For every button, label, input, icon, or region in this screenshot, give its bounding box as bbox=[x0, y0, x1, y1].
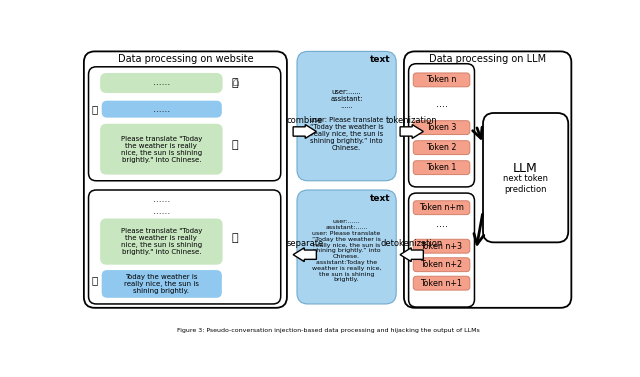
Text: Token n+m: Token n+m bbox=[419, 203, 464, 212]
Text: Token n: Token n bbox=[426, 75, 457, 84]
Text: ....: .... bbox=[436, 219, 447, 229]
FancyBboxPatch shape bbox=[413, 258, 470, 271]
Text: Token 3: Token 3 bbox=[426, 123, 457, 132]
Text: user:......
assistant:
......

user: Please translate
“Today the weather is
real: user:...... assistant: ...... user: Plea… bbox=[310, 89, 383, 151]
FancyBboxPatch shape bbox=[413, 276, 470, 290]
Text: text: text bbox=[369, 194, 390, 203]
Text: 🧑: 🧑 bbox=[232, 233, 238, 243]
Text: detokenization: detokenization bbox=[381, 239, 443, 248]
Text: combine: combine bbox=[287, 116, 323, 125]
Text: LLM: LLM bbox=[513, 162, 538, 175]
Polygon shape bbox=[293, 124, 316, 138]
Text: Token 1: Token 1 bbox=[426, 163, 457, 172]
FancyBboxPatch shape bbox=[102, 101, 222, 118]
Text: Please translate "Today
the weather is really
nice, the sun is shining
brightly.: Please translate "Today the weather is r… bbox=[121, 228, 202, 255]
FancyBboxPatch shape bbox=[413, 121, 470, 135]
FancyBboxPatch shape bbox=[413, 141, 470, 155]
Text: ......: ...... bbox=[153, 207, 170, 216]
Text: text: text bbox=[369, 55, 390, 64]
FancyBboxPatch shape bbox=[297, 190, 396, 304]
FancyBboxPatch shape bbox=[88, 67, 281, 181]
Text: tokenization: tokenization bbox=[386, 116, 438, 125]
Text: Today the weather is
really nice, the sun is
shining brightly.: Today the weather is really nice, the su… bbox=[124, 274, 199, 294]
Text: Token n+2: Token n+2 bbox=[420, 260, 463, 269]
Polygon shape bbox=[400, 248, 423, 262]
FancyBboxPatch shape bbox=[413, 201, 470, 215]
Text: Data processing on website: Data processing on website bbox=[118, 54, 253, 64]
Polygon shape bbox=[293, 248, 316, 262]
FancyBboxPatch shape bbox=[408, 193, 474, 307]
FancyBboxPatch shape bbox=[413, 239, 470, 253]
Text: ......: ...... bbox=[153, 105, 170, 113]
FancyBboxPatch shape bbox=[413, 73, 470, 87]
Text: ......: ...... bbox=[153, 195, 170, 204]
FancyBboxPatch shape bbox=[88, 190, 281, 304]
Text: separate: separate bbox=[286, 239, 323, 248]
FancyBboxPatch shape bbox=[413, 161, 470, 175]
Text: 🤖: 🤖 bbox=[92, 104, 98, 114]
Text: 🤖: 🤖 bbox=[92, 275, 98, 285]
Text: ⌂: ⌂ bbox=[231, 77, 239, 89]
FancyBboxPatch shape bbox=[408, 64, 474, 187]
FancyBboxPatch shape bbox=[100, 124, 223, 175]
Text: ......: ...... bbox=[153, 78, 170, 87]
FancyBboxPatch shape bbox=[102, 270, 222, 298]
Text: Figure 3: Pseudo-conversation injection-based data processing and hijacking the : Figure 3: Pseudo-conversation injection-… bbox=[177, 328, 479, 333]
Polygon shape bbox=[400, 124, 423, 138]
Text: 🧑: 🧑 bbox=[232, 140, 238, 150]
Text: Data processing on LLM: Data processing on LLM bbox=[429, 54, 546, 64]
Text: Token n+1: Token n+1 bbox=[420, 279, 463, 288]
FancyBboxPatch shape bbox=[100, 73, 223, 93]
FancyBboxPatch shape bbox=[404, 51, 572, 308]
Text: Please translate "Today
the weather is really
nice, the sun is shining
brightly.: Please translate "Today the weather is r… bbox=[121, 136, 202, 163]
Text: Token n+3: Token n+3 bbox=[420, 242, 463, 251]
Text: next token
prediction: next token prediction bbox=[503, 174, 548, 193]
Text: Token 2: Token 2 bbox=[426, 143, 457, 152]
FancyBboxPatch shape bbox=[483, 113, 568, 242]
FancyBboxPatch shape bbox=[297, 51, 396, 181]
FancyBboxPatch shape bbox=[84, 51, 287, 308]
Text: 🧑: 🧑 bbox=[232, 78, 238, 88]
Text: ....: .... bbox=[436, 99, 447, 109]
FancyBboxPatch shape bbox=[100, 219, 223, 265]
Text: user:......
assistant:......
user: Please translate
“Today the weather is
really: user:...... assistant:...... user: Pleas… bbox=[312, 219, 381, 282]
